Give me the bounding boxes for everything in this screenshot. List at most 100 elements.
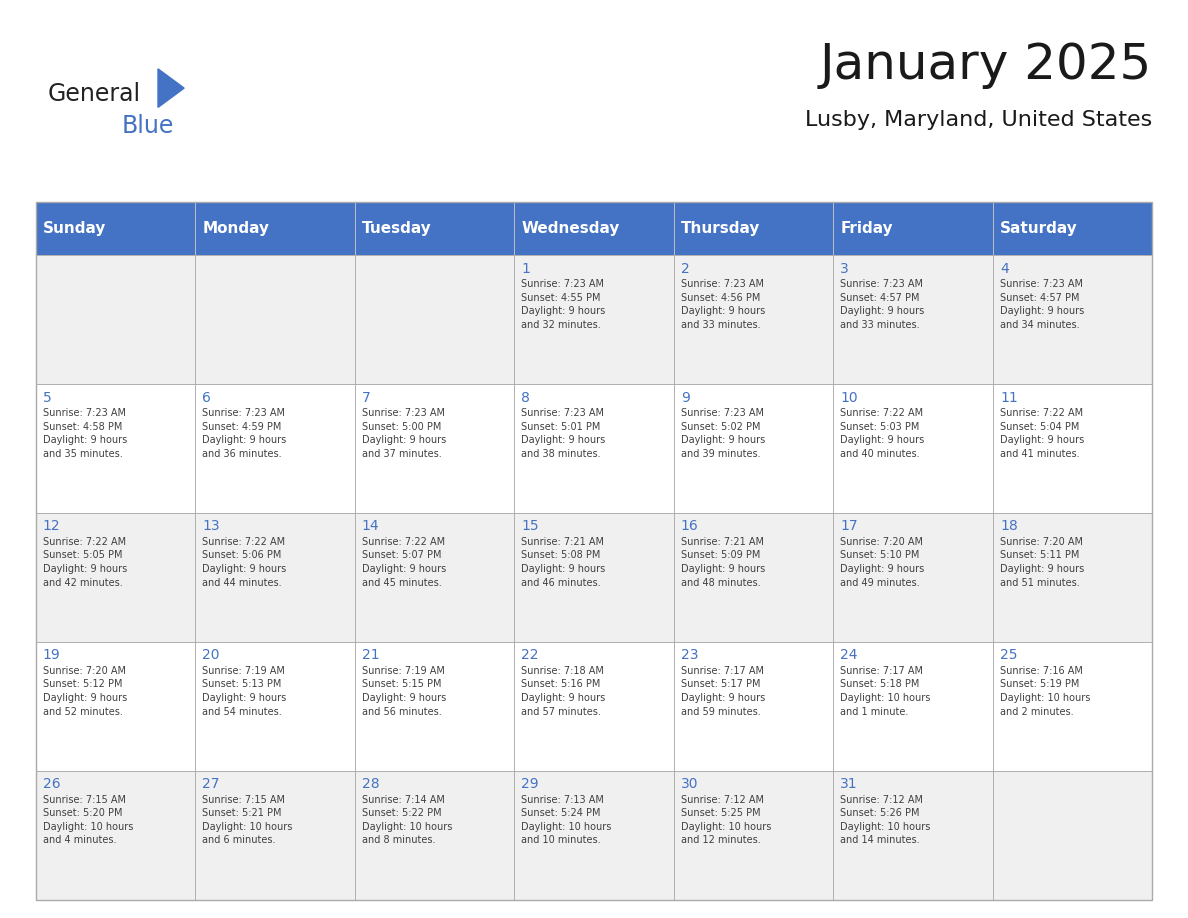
Bar: [993, 255, 1152, 384]
Text: Monday: Monday: [202, 221, 270, 236]
Text: 3: 3: [840, 262, 849, 275]
Bar: [36, 771, 195, 900]
Text: Sunrise: 7:15 AM
Sunset: 5:21 PM
Daylight: 10 hours
and 6 minutes.: Sunrise: 7:15 AM Sunset: 5:21 PM Dayligh…: [202, 795, 292, 845]
Text: 8: 8: [522, 390, 530, 405]
Bar: [674, 255, 833, 384]
Text: 31: 31: [840, 778, 858, 791]
Bar: [514, 771, 674, 900]
Text: Sunrise: 7:20 AM
Sunset: 5:12 PM
Daylight: 9 hours
and 52 minutes.: Sunrise: 7:20 AM Sunset: 5:12 PM Dayligh…: [43, 666, 127, 717]
Text: Sunrise: 7:18 AM
Sunset: 5:16 PM
Daylight: 9 hours
and 57 minutes.: Sunrise: 7:18 AM Sunset: 5:16 PM Dayligh…: [522, 666, 606, 717]
Text: Sunrise: 7:22 AM
Sunset: 5:07 PM
Daylight: 9 hours
and 45 minutes.: Sunrise: 7:22 AM Sunset: 5:07 PM Dayligh…: [362, 537, 446, 588]
Text: 27: 27: [202, 778, 220, 791]
Text: Thursday: Thursday: [681, 221, 760, 236]
Text: 21: 21: [362, 648, 379, 662]
Text: General: General: [48, 82, 140, 106]
Text: Sunrise: 7:23 AM
Sunset: 5:01 PM
Daylight: 9 hours
and 38 minutes.: Sunrise: 7:23 AM Sunset: 5:01 PM Dayligh…: [522, 408, 606, 459]
Bar: [674, 384, 833, 513]
Bar: [833, 771, 993, 900]
Bar: [833, 202, 993, 255]
Text: 13: 13: [202, 520, 220, 533]
Text: Sunrise: 7:23 AM
Sunset: 4:59 PM
Daylight: 9 hours
and 36 minutes.: Sunrise: 7:23 AM Sunset: 4:59 PM Dayligh…: [202, 408, 286, 459]
Text: 9: 9: [681, 390, 690, 405]
Text: 7: 7: [362, 390, 371, 405]
Text: Sunrise: 7:23 AM
Sunset: 4:56 PM
Daylight: 9 hours
and 33 minutes.: Sunrise: 7:23 AM Sunset: 4:56 PM Dayligh…: [681, 279, 765, 330]
Bar: [195, 384, 355, 513]
Text: Tuesday: Tuesday: [362, 221, 431, 236]
Text: Sunrise: 7:12 AM
Sunset: 5:25 PM
Daylight: 10 hours
and 12 minutes.: Sunrise: 7:12 AM Sunset: 5:25 PM Dayligh…: [681, 795, 771, 845]
Bar: [195, 771, 355, 900]
Text: January 2025: January 2025: [820, 41, 1152, 89]
Text: Sunrise: 7:22 AM
Sunset: 5:05 PM
Daylight: 9 hours
and 42 minutes.: Sunrise: 7:22 AM Sunset: 5:05 PM Dayligh…: [43, 537, 127, 588]
Bar: [514, 384, 674, 513]
Text: 11: 11: [1000, 390, 1018, 405]
Text: Sunday: Sunday: [43, 221, 106, 236]
Text: Sunrise: 7:13 AM
Sunset: 5:24 PM
Daylight: 10 hours
and 10 minutes.: Sunrise: 7:13 AM Sunset: 5:24 PM Dayligh…: [522, 795, 612, 845]
Text: Sunrise: 7:22 AM
Sunset: 5:04 PM
Daylight: 9 hours
and 41 minutes.: Sunrise: 7:22 AM Sunset: 5:04 PM Dayligh…: [1000, 408, 1085, 459]
Bar: [36, 384, 195, 513]
Text: Sunrise: 7:23 AM
Sunset: 4:55 PM
Daylight: 9 hours
and 32 minutes.: Sunrise: 7:23 AM Sunset: 4:55 PM Dayligh…: [522, 279, 606, 330]
Bar: [355, 642, 514, 771]
Bar: [195, 513, 355, 642]
Bar: [674, 771, 833, 900]
Bar: [674, 202, 833, 255]
Bar: [36, 202, 195, 255]
Text: 5: 5: [43, 390, 51, 405]
Bar: [514, 255, 674, 384]
Bar: [514, 202, 674, 255]
Text: 15: 15: [522, 520, 539, 533]
Bar: [36, 202, 1152, 900]
Bar: [36, 513, 195, 642]
Bar: [993, 202, 1152, 255]
Bar: [36, 642, 195, 771]
Text: Sunrise: 7:22 AM
Sunset: 5:06 PM
Daylight: 9 hours
and 44 minutes.: Sunrise: 7:22 AM Sunset: 5:06 PM Dayligh…: [202, 537, 286, 588]
Text: Sunrise: 7:19 AM
Sunset: 5:13 PM
Daylight: 9 hours
and 54 minutes.: Sunrise: 7:19 AM Sunset: 5:13 PM Dayligh…: [202, 666, 286, 717]
Text: Sunrise: 7:16 AM
Sunset: 5:19 PM
Daylight: 10 hours
and 2 minutes.: Sunrise: 7:16 AM Sunset: 5:19 PM Dayligh…: [1000, 666, 1091, 717]
Bar: [993, 642, 1152, 771]
Text: Sunrise: 7:23 AM
Sunset: 4:57 PM
Daylight: 9 hours
and 34 minutes.: Sunrise: 7:23 AM Sunset: 4:57 PM Dayligh…: [1000, 279, 1085, 330]
Text: 1: 1: [522, 262, 530, 275]
Text: Sunrise: 7:20 AM
Sunset: 5:11 PM
Daylight: 9 hours
and 51 minutes.: Sunrise: 7:20 AM Sunset: 5:11 PM Dayligh…: [1000, 537, 1085, 588]
Text: 29: 29: [522, 778, 539, 791]
Text: 12: 12: [43, 520, 61, 533]
Text: 14: 14: [362, 520, 379, 533]
Text: Sunrise: 7:17 AM
Sunset: 5:18 PM
Daylight: 10 hours
and 1 minute.: Sunrise: 7:17 AM Sunset: 5:18 PM Dayligh…: [840, 666, 931, 717]
Text: Sunrise: 7:15 AM
Sunset: 5:20 PM
Daylight: 10 hours
and 4 minutes.: Sunrise: 7:15 AM Sunset: 5:20 PM Dayligh…: [43, 795, 133, 845]
Text: Sunrise: 7:12 AM
Sunset: 5:26 PM
Daylight: 10 hours
and 14 minutes.: Sunrise: 7:12 AM Sunset: 5:26 PM Dayligh…: [840, 795, 931, 845]
Bar: [355, 255, 514, 384]
Text: Lusby, Maryland, United States: Lusby, Maryland, United States: [805, 110, 1152, 130]
Text: Sunrise: 7:20 AM
Sunset: 5:10 PM
Daylight: 9 hours
and 49 minutes.: Sunrise: 7:20 AM Sunset: 5:10 PM Dayligh…: [840, 537, 924, 588]
Text: 2: 2: [681, 262, 690, 275]
Bar: [833, 384, 993, 513]
Bar: [993, 513, 1152, 642]
Text: 28: 28: [362, 778, 379, 791]
Bar: [355, 384, 514, 513]
Text: Sunrise: 7:23 AM
Sunset: 4:57 PM
Daylight: 9 hours
and 33 minutes.: Sunrise: 7:23 AM Sunset: 4:57 PM Dayligh…: [840, 279, 924, 330]
Bar: [993, 771, 1152, 900]
Bar: [833, 642, 993, 771]
Text: Sunrise: 7:21 AM
Sunset: 5:09 PM
Daylight: 9 hours
and 48 minutes.: Sunrise: 7:21 AM Sunset: 5:09 PM Dayligh…: [681, 537, 765, 588]
Text: 18: 18: [1000, 520, 1018, 533]
Text: 30: 30: [681, 778, 699, 791]
Bar: [355, 202, 514, 255]
Text: 4: 4: [1000, 262, 1009, 275]
Text: 6: 6: [202, 390, 211, 405]
Text: Sunrise: 7:23 AM
Sunset: 4:58 PM
Daylight: 9 hours
and 35 minutes.: Sunrise: 7:23 AM Sunset: 4:58 PM Dayligh…: [43, 408, 127, 459]
Text: Wednesday: Wednesday: [522, 221, 620, 236]
Polygon shape: [158, 69, 184, 107]
Text: 23: 23: [681, 648, 699, 662]
Bar: [195, 642, 355, 771]
Text: Blue: Blue: [121, 114, 173, 138]
Text: Sunrise: 7:22 AM
Sunset: 5:03 PM
Daylight: 9 hours
and 40 minutes.: Sunrise: 7:22 AM Sunset: 5:03 PM Dayligh…: [840, 408, 924, 459]
Text: 17: 17: [840, 520, 858, 533]
Bar: [195, 202, 355, 255]
Bar: [674, 513, 833, 642]
Bar: [674, 642, 833, 771]
Text: 24: 24: [840, 648, 858, 662]
Bar: [514, 642, 674, 771]
Text: Sunrise: 7:23 AM
Sunset: 5:02 PM
Daylight: 9 hours
and 39 minutes.: Sunrise: 7:23 AM Sunset: 5:02 PM Dayligh…: [681, 408, 765, 459]
Text: Sunrise: 7:14 AM
Sunset: 5:22 PM
Daylight: 10 hours
and 8 minutes.: Sunrise: 7:14 AM Sunset: 5:22 PM Dayligh…: [362, 795, 453, 845]
Text: Sunrise: 7:17 AM
Sunset: 5:17 PM
Daylight: 9 hours
and 59 minutes.: Sunrise: 7:17 AM Sunset: 5:17 PM Dayligh…: [681, 666, 765, 717]
Bar: [833, 255, 993, 384]
Text: 22: 22: [522, 648, 539, 662]
Bar: [355, 513, 514, 642]
